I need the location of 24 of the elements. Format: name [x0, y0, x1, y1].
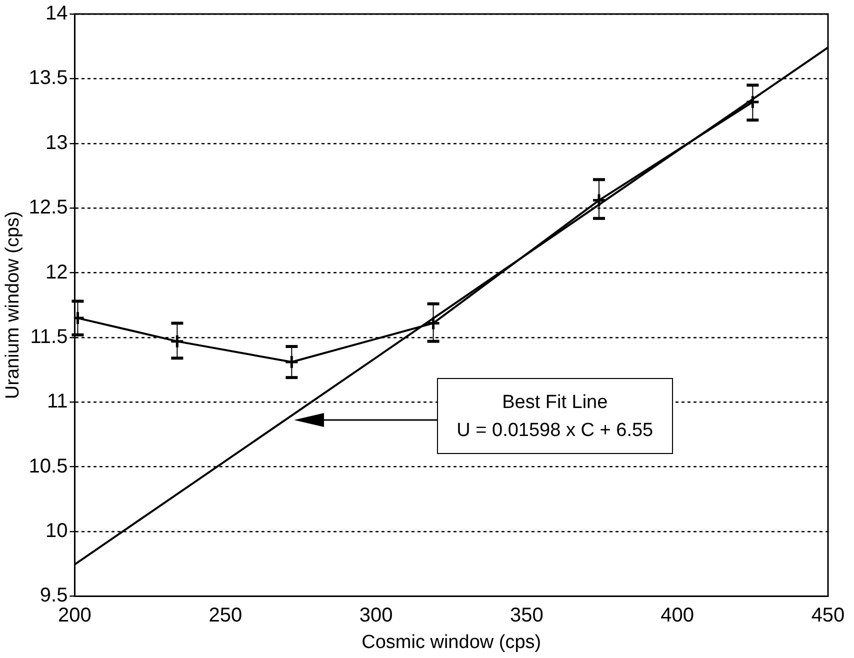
point [592, 193, 606, 208]
y-tick-label: 14 [45, 2, 68, 25]
y-axis-title: Uranium window (cps) [2, 211, 24, 400]
x-tick-label: 250 [208, 604, 242, 627]
y-tick-label: 10 [45, 520, 68, 542]
y-tick-label: 12 [45, 261, 68, 284]
annotation: Best Fit Line U = 0.01598 x C + 6.55 [456, 390, 654, 443]
point [170, 334, 184, 349]
y-tick-label: 11 [46, 390, 68, 413]
x-tick-label: 350 [510, 604, 544, 627]
x-tick-label: 400 [660, 604, 694, 627]
y-tick-label: 13 [45, 132, 68, 154]
y-tick-label: 9.5 [40, 584, 68, 607]
point [284, 354, 299, 370]
point [745, 94, 760, 110]
x-tick-label: 300 [359, 604, 393, 627]
x-tick-label: 200 [58, 604, 92, 627]
x-tick-label: 450 [811, 604, 845, 627]
y-tick-label: 12.5 [28, 196, 68, 219]
y-tick-label: 13.5 [28, 67, 68, 90]
y-tick-label: 11.5 [30, 326, 68, 348]
x-axis-title: Cosmic window (cps) [362, 632, 542, 653]
point [426, 316, 441, 330]
y-tick-label: 10.5 [28, 455, 68, 478]
